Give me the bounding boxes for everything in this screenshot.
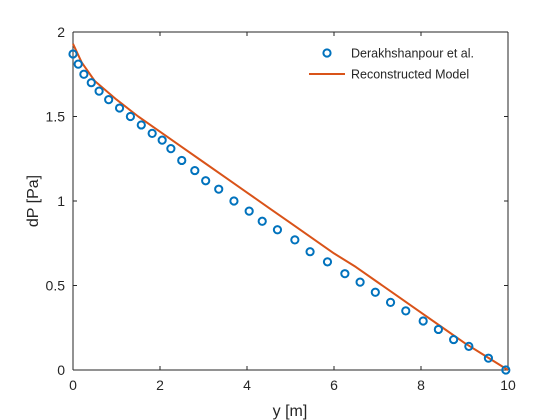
legend-marker-icon xyxy=(322,48,332,58)
data-point xyxy=(305,247,315,257)
data-point xyxy=(166,144,176,154)
data-point xyxy=(79,69,89,79)
x-tick-label: 2 xyxy=(156,377,164,393)
data-point xyxy=(464,341,474,351)
ticks: 0 2 4 6 8 10 0 0.5 1 1.5 2 xyxy=(46,24,516,393)
legend-label: Reconstructed Model xyxy=(351,68,469,82)
data-point xyxy=(322,257,333,267)
data-point xyxy=(418,316,428,326)
data-point xyxy=(68,49,78,59)
data-point xyxy=(483,353,494,363)
data-point xyxy=(73,59,83,69)
axes xyxy=(72,31,509,371)
data-point xyxy=(370,287,380,297)
data-point xyxy=(257,216,267,226)
y-axis-label: dP [Pa] xyxy=(25,175,42,227)
x-tick-label: 0 xyxy=(69,377,77,393)
legend-label: Derakhshanpour et al. xyxy=(351,47,474,61)
data-point xyxy=(147,128,157,138)
y-tick-label: 1.5 xyxy=(46,109,66,125)
data-point xyxy=(125,111,136,122)
data-point xyxy=(272,225,283,235)
data-point xyxy=(86,78,96,88)
data-point xyxy=(201,176,211,186)
data-point xyxy=(355,277,365,287)
data-point xyxy=(244,206,254,216)
x-tick-label: 4 xyxy=(243,377,251,393)
data-point xyxy=(177,155,187,166)
x-tick-label: 8 xyxy=(417,377,425,393)
data-point xyxy=(449,334,459,345)
data-point xyxy=(104,95,114,105)
series xyxy=(68,43,511,375)
data-point xyxy=(114,103,125,113)
data-point xyxy=(433,324,443,335)
data-point xyxy=(385,297,396,307)
y-tick-label: 0.5 xyxy=(46,278,66,294)
data-point xyxy=(401,306,411,316)
series-line-reconstructed-model xyxy=(72,43,509,371)
x-axis-label: y [m] xyxy=(273,403,308,420)
legend: Derakhshanpour et al. Reconstructed Model xyxy=(309,47,474,82)
y-tick-label: 2 xyxy=(57,24,65,40)
y-tick-label: 1 xyxy=(57,193,65,209)
data-point xyxy=(214,184,224,194)
data-point xyxy=(229,196,239,206)
data-point xyxy=(340,269,350,279)
data-point xyxy=(290,235,300,245)
data-point xyxy=(501,365,511,375)
y-tick-label: 0 xyxy=(57,362,65,378)
data-point xyxy=(136,120,146,130)
data-point xyxy=(94,86,104,96)
x-tick-label: 10 xyxy=(500,377,516,393)
data-point xyxy=(190,165,200,176)
data-point xyxy=(157,135,167,145)
x-tick-label: 6 xyxy=(330,377,338,393)
